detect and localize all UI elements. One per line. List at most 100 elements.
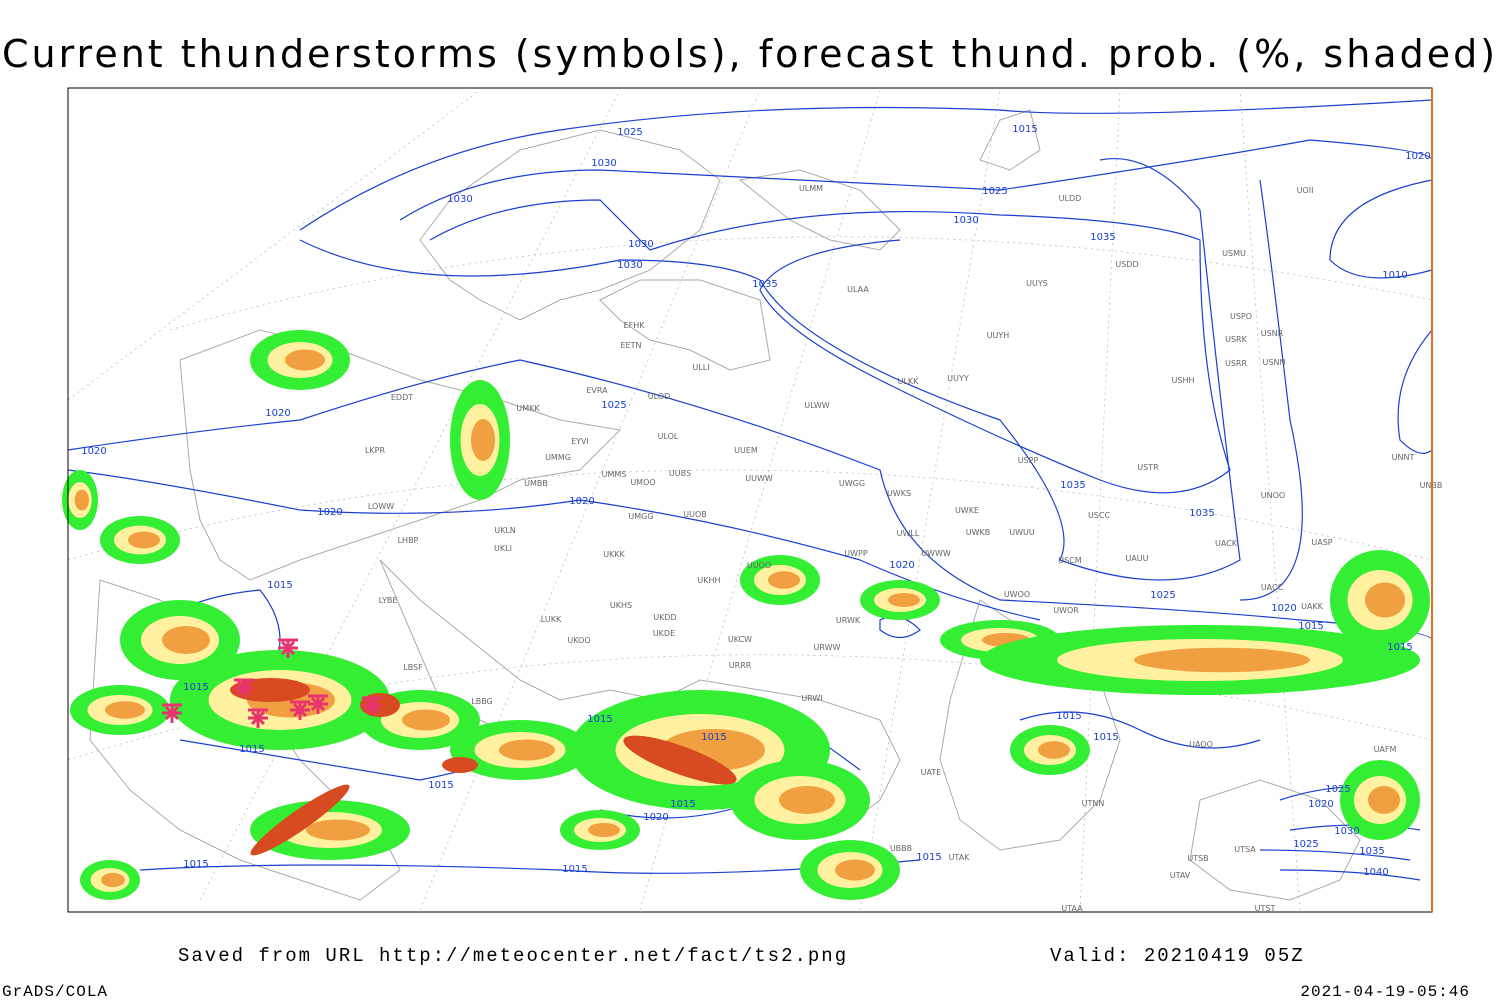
station-label: UTNN <box>1082 799 1105 808</box>
station-label: UUYY <box>947 374 969 383</box>
station-label: UWOR <box>1053 606 1079 615</box>
station-label: UMMS <box>602 470 627 479</box>
station-label: UTAK <box>949 853 971 862</box>
station-label: UMBB <box>524 479 548 488</box>
station-label: UAKK <box>1301 602 1324 611</box>
station-label: UAOO <box>1189 740 1213 749</box>
isobar-label: 1025 <box>1325 784 1350 795</box>
isobar-label: 1020 <box>1271 603 1296 614</box>
station-label: UMKK <box>516 404 540 413</box>
station-label: URWI <box>801 694 822 703</box>
isobar-label: 1030 <box>1334 826 1359 837</box>
station-label: EFHK <box>624 321 646 330</box>
station-label: ULOD <box>648 392 670 401</box>
prob-high <box>306 819 370 841</box>
prob-very-high <box>442 757 478 773</box>
valid-time: Valid: 20210419 05Z <box>1050 945 1305 967</box>
station-label: USCC <box>1088 511 1111 520</box>
station-label: LKPR <box>365 446 386 455</box>
station-label: UNNT <box>1392 453 1415 462</box>
isobar-label: 1015 <box>1012 124 1037 135</box>
isobar-label: 1015 <box>267 580 292 591</box>
station-label: UKLN <box>494 526 516 535</box>
isobar-label: 1015 <box>183 859 208 870</box>
thunderstorm-probability-shading <box>62 330 1430 900</box>
station-labels: ULMM ULDD UOII USMU USDD ULAA UUYS USPO UUYH USNR… <box>365 184 1442 913</box>
isobar-label: 1015 <box>670 799 695 810</box>
station-label: LBSF <box>403 663 423 672</box>
isobar-label: 1025 <box>617 127 642 138</box>
station-label: USTR <box>1137 463 1159 472</box>
isobar-label: 1030 <box>953 215 978 226</box>
isobar-label: 1015 <box>1093 732 1118 743</box>
isobar-label: 1015 <box>239 744 264 755</box>
station-label: UWGG <box>839 479 865 488</box>
station-label: URWW <box>814 643 841 652</box>
isobar-label: 1015 <box>183 682 208 693</box>
station-label: UKDE <box>653 629 675 638</box>
station-label: UMGG <box>628 512 653 521</box>
isobar-label: 1035 <box>1060 480 1085 491</box>
station-label: UMMG <box>545 453 571 462</box>
station-label: UKHH <box>697 576 720 585</box>
thunderstorm-symbol <box>290 700 310 720</box>
isobar-label: 1025 <box>601 400 626 411</box>
prob-high <box>888 593 920 607</box>
isobar-label: 1015 <box>428 780 453 791</box>
title: Current thunderstorms (symbols), forecas… <box>2 32 1498 76</box>
station-label: LOWW <box>368 502 394 511</box>
station-label: ULDD <box>1059 194 1082 203</box>
isobar-label: 1030 <box>591 158 616 169</box>
isobar-label: 1010 <box>1382 270 1407 281</box>
prob-high <box>285 349 325 371</box>
station-label: UNOO <box>1261 491 1285 500</box>
prob-high <box>128 531 160 549</box>
isobar-label: 1015 <box>1298 621 1323 632</box>
prob-high <box>835 859 875 881</box>
isobar-label: 1020 <box>317 507 342 518</box>
station-label: UWKE <box>955 506 979 515</box>
isobar-label: 1025 <box>982 186 1007 197</box>
thunderstorm-symbol <box>278 638 298 658</box>
map-area: 1025 101510301025102010301030103010351030… <box>62 89 1442 913</box>
station-label: UKDD <box>653 613 676 622</box>
thunderstorm-symbol <box>248 708 268 728</box>
prob-high <box>779 786 835 814</box>
station-label: EVRA <box>586 386 608 395</box>
station-label: EYVI <box>571 437 589 446</box>
thunderstorm-symbol <box>162 703 182 723</box>
isobar-label: 1020 <box>643 812 668 823</box>
isobar-label: 1035 <box>1359 846 1384 857</box>
thunderstorm-symbol <box>308 694 328 714</box>
station-label: USPO <box>1230 312 1252 321</box>
isobar-label: 1030 <box>617 260 642 271</box>
station-label: USNR <box>1261 329 1284 338</box>
station-label: UWLL <box>897 529 920 538</box>
station-label: UKHS <box>610 601 632 610</box>
isobar-label: 1025 <box>1150 590 1175 601</box>
station-label: UTSB <box>1187 854 1208 863</box>
isobar-label: 1035 <box>752 279 777 290</box>
prob-high <box>162 626 210 654</box>
prob-high <box>101 873 125 887</box>
station-label: EETN <box>621 341 642 350</box>
isobar-label: 1035 <box>1189 508 1214 519</box>
station-label: UOII <box>1297 186 1314 195</box>
isobar-label: 1015 <box>1387 642 1412 653</box>
station-label: UUYS <box>1026 279 1048 288</box>
station-label: UATE <box>921 768 942 777</box>
source-url: Saved from URL http://meteocenter.net/fa… <box>178 945 848 967</box>
prob-high <box>471 419 495 461</box>
station-label: USDD <box>1115 260 1138 269</box>
graticule <box>67 89 1433 911</box>
station-label: UUYH <box>987 331 1010 340</box>
isobar-label: 1020 <box>81 446 106 457</box>
isobar-label: 1020 <box>1308 799 1333 810</box>
station-label: USRR <box>1225 359 1247 368</box>
isobar-label: 1015 <box>562 864 587 875</box>
prob-high <box>1134 647 1310 673</box>
prob-high <box>1038 741 1070 759</box>
isobar-label: 1015 <box>587 714 612 725</box>
